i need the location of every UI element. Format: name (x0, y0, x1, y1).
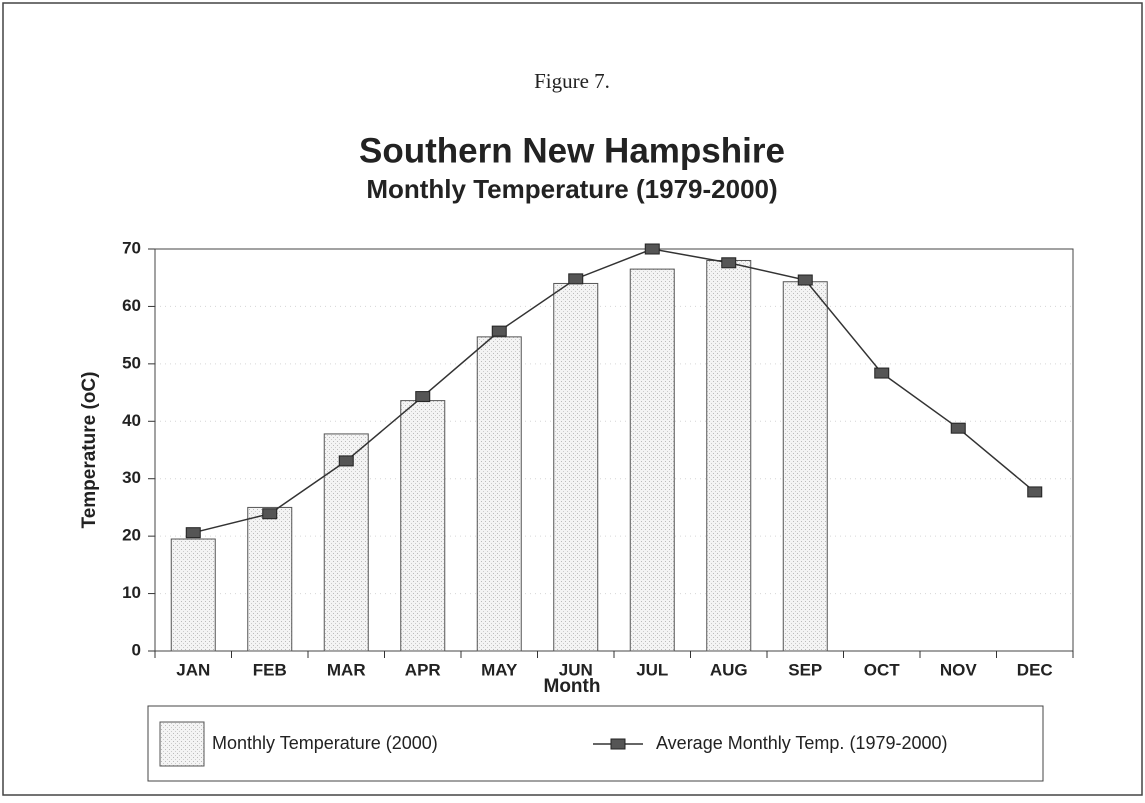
x-tick-label: DEC (1017, 660, 1053, 679)
figure-label: Figure 7. (534, 69, 610, 93)
x-tick-label: SEP (788, 660, 822, 679)
line-marker (950, 422, 966, 434)
line-marker (415, 391, 431, 403)
line-marker (568, 273, 584, 285)
bar (170, 538, 216, 652)
line-marker (338, 455, 354, 467)
chart-subtitle: Monthly Temperature (1979-2000) (366, 174, 777, 204)
legend-marker (610, 738, 626, 750)
bar (706, 259, 752, 652)
chart-title: Southern New Hampshire (359, 131, 785, 170)
bar (400, 400, 446, 652)
x-tick-label: OCT (864, 660, 901, 679)
line (193, 248, 1036, 534)
bar (247, 506, 293, 652)
line-marker (262, 508, 278, 520)
y-axis-title: Temperature (oC) (79, 372, 100, 529)
y-tick-label: 70 (122, 238, 141, 257)
x-tick-label: AUG (710, 660, 748, 679)
x-tick-label: FEB (253, 660, 287, 679)
x-tick-label: JUL (636, 660, 668, 679)
line-marker (797, 274, 813, 286)
x-axis-title: Month (544, 676, 601, 697)
line-marker (185, 527, 201, 539)
x-tick-label: NOV (940, 660, 978, 679)
line-marker (644, 243, 660, 255)
bar (553, 282, 599, 652)
line-marker (491, 325, 507, 337)
x-tick-label: APR (405, 660, 441, 679)
y-tick-label: 0 (132, 640, 141, 659)
legend-label: Monthly Temperature (2000) (212, 733, 438, 753)
legend-label: Average Monthly Temp. (1979-2000) (656, 733, 948, 753)
y-tick-label: 40 (122, 411, 141, 430)
x-tick-label: MAY (481, 660, 518, 679)
y-tick-label: 50 (122, 353, 141, 372)
x-tick-label: JUN (559, 660, 593, 679)
x-tick-label: MAR (327, 660, 366, 679)
line-marker (1027, 486, 1043, 498)
x-tick-label: JAN (176, 660, 210, 679)
y-tick-label: 60 (122, 296, 141, 315)
legend-box (147, 705, 1044, 782)
line-marker (874, 367, 890, 379)
y-tick-label: 20 (122, 526, 141, 545)
y-tick-label: 30 (122, 468, 141, 487)
y-tick-label: 10 (122, 583, 141, 602)
line-marker (721, 257, 737, 269)
bar (782, 281, 828, 652)
bar (323, 433, 369, 652)
plot-area (154, 248, 1074, 652)
bar (476, 336, 522, 652)
bar (629, 268, 675, 652)
legend-swatch (159, 721, 205, 767)
